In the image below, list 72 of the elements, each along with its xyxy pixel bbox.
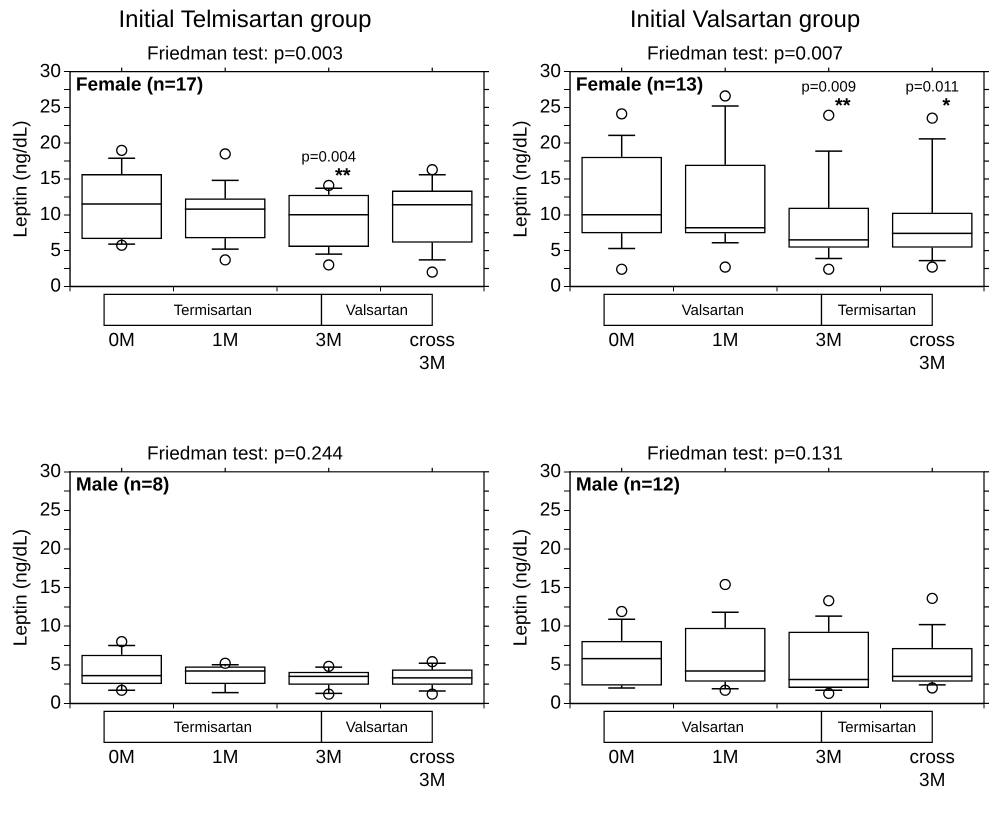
text: Valsartan <box>346 302 408 320</box>
x-tick-label: 1M <box>212 747 238 768</box>
text: Termisartan <box>174 719 252 736</box>
text: Valsartan <box>682 719 744 736</box>
y-tick-label: 15 <box>40 168 61 190</box>
x-tick-label: 0M <box>108 747 135 768</box>
y-tick-label: 0 <box>550 276 561 297</box>
y-tick-label: 15 <box>540 576 561 598</box>
y-tick-label: 25 <box>40 500 61 521</box>
x-tick-label: 3M <box>816 747 842 768</box>
text: Termisartan <box>174 302 252 320</box>
annotation: p=0.011 <box>905 78 960 96</box>
annotation: ** <box>334 164 351 187</box>
y-tick-label: 30 <box>40 461 61 482</box>
text: Valsartan <box>346 719 408 736</box>
text: Termisartan <box>838 719 916 736</box>
y-axis-title: Leptin (ng/dL) <box>510 528 532 646</box>
annotation: p=0.004 <box>301 148 356 166</box>
chart-title: Friedman test: p=0.244 <box>147 444 344 465</box>
chart-subtitle: Friedman test: p=0.003 <box>147 43 343 64</box>
y-tick-label: 25 <box>540 96 561 118</box>
x-tick-label: 3M <box>316 747 342 768</box>
x-tick-label: 0M <box>608 747 635 768</box>
x-tick-label: 3M <box>816 330 842 352</box>
annotation: * <box>942 94 950 117</box>
chart-subtitle: Friedman test: p=0.007 <box>647 43 843 64</box>
y-tick-label: 15 <box>40 576 61 598</box>
x-tick-label: 0M <box>608 330 635 352</box>
x-tick-label: cross 3M <box>910 330 955 374</box>
y-tick-label: 10 <box>540 204 561 226</box>
chart-title: Initial Telmisartan group <box>118 6 372 34</box>
annotation: ** <box>834 94 851 117</box>
text: Valsartan <box>682 302 744 320</box>
x-tick-label: 1M <box>712 747 738 768</box>
y-tick-label: 0 <box>50 276 61 297</box>
y-tick-label: 20 <box>40 538 61 560</box>
y-tick-label: 0 <box>550 692 561 714</box>
x-tick-label: 1M <box>212 330 238 352</box>
y-tick-label: 5 <box>50 240 61 261</box>
y-tick-label: 20 <box>40 132 61 154</box>
y-tick-label: 5 <box>50 654 61 676</box>
y-tick-label: 5 <box>550 240 561 261</box>
y-tick-label: 25 <box>40 96 61 118</box>
y-tick-label: 10 <box>40 204 61 226</box>
x-tick-label: 3M <box>316 330 342 352</box>
annotation: Female (n=13) <box>576 74 704 96</box>
y-tick-label: 20 <box>540 538 561 560</box>
y-tick-label: 0 <box>50 692 61 714</box>
x-tick-label: 1M <box>712 330 738 352</box>
annotation: p=0.009 <box>801 78 856 96</box>
annotation: Male (n=8) <box>76 474 170 496</box>
y-tick-label: 25 <box>540 500 561 521</box>
x-tick-label: 0M <box>108 330 135 352</box>
y-tick-label: 15 <box>540 168 561 190</box>
x-tick-label: cross 3M <box>910 747 955 791</box>
y-tick-label: 10 <box>40 615 61 636</box>
y-tick-label: 20 <box>540 132 561 154</box>
y-tick-label: 10 <box>540 615 561 636</box>
x-tick-label: cross 3M <box>410 330 455 374</box>
y-tick-label: 30 <box>540 461 561 482</box>
y-axis-title: Leptin (ng/dL) <box>10 528 32 646</box>
y-tick-label: 30 <box>40 60 61 82</box>
chart-title: Initial Valsartan group <box>630 6 860 34</box>
text: Termisartan <box>838 302 916 320</box>
y-axis-title: Leptin (ng/dL) <box>510 120 532 238</box>
annotation: Female (n=17) <box>76 74 204 96</box>
x-tick-label: cross 3M <box>410 747 455 791</box>
y-tick-label: 5 <box>550 654 561 676</box>
chart-title: Friedman test: p=0.131 <box>647 444 843 465</box>
annotation: Male (n=12) <box>576 474 680 496</box>
y-tick-label: 30 <box>540 60 561 82</box>
y-axis-title: Leptin (ng/dL) <box>10 120 32 238</box>
